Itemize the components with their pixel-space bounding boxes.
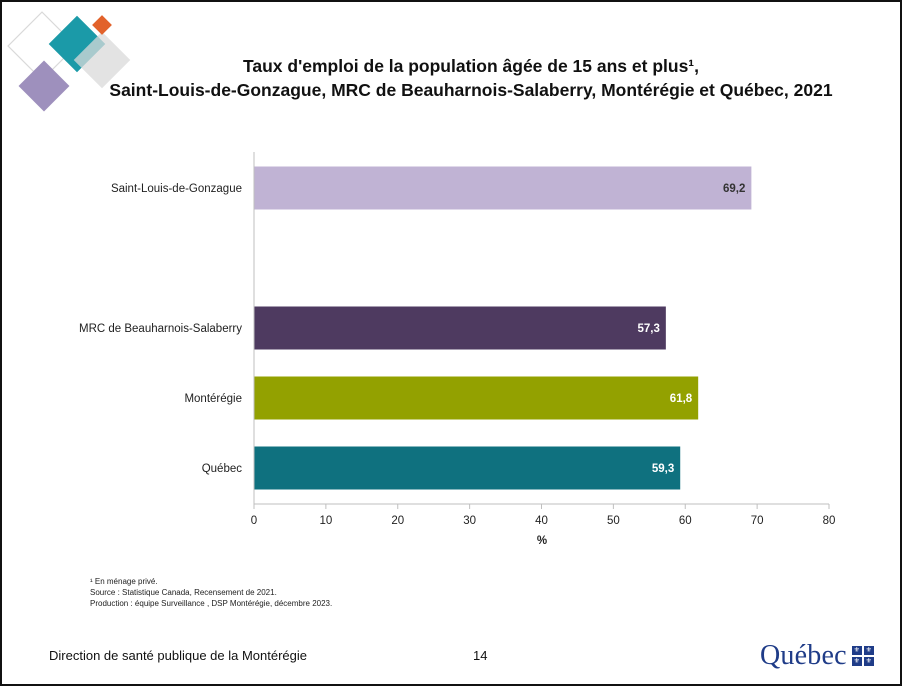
footnote-production: Production : équipe Surveillance , DSP M… (90, 599, 333, 608)
page-number: 14 (473, 648, 488, 663)
chart-title-line2: Saint-Louis-de-Gonzague, MRC de Beauharn… (109, 80, 833, 100)
x-tick-label-5: 50 (607, 515, 620, 527)
x-tick-label-0: 0 (251, 515, 257, 527)
deco-outline-diamond (7, 11, 77, 81)
deco-orange-diamond (92, 15, 112, 35)
value-label-2: 61,8 (670, 393, 693, 405)
value-label-0: 69,2 (723, 183, 745, 195)
x-tick-label-8: 80 (823, 515, 836, 527)
x-tick-label-2: 20 (391, 515, 404, 527)
x-tick-label-6: 60 (679, 515, 692, 527)
bar-chart: Saint-Louis-de-Gonzague 69,2 MRC de Beauha… (79, 152, 836, 547)
category-label-0: Saint-Louis-de-Gonzague (111, 183, 242, 195)
footnote-private-household: ¹ En ménage privé. (90, 577, 158, 586)
fleur-de-lis-flag-icon: ⚜ ⚜ ⚜ ⚜ (851, 646, 874, 666)
x-tick-label-4: 40 (535, 515, 548, 527)
category-label-3: Québec (202, 463, 243, 475)
x-axis-label: % (537, 535, 547, 547)
bar-2 (254, 376, 699, 420)
category-label-2: Montérégie (184, 393, 242, 405)
bar-3 (254, 446, 681, 490)
value-label-3: 59,3 (652, 463, 674, 475)
bar-1 (254, 306, 666, 350)
diamond-squares-decoration (7, 11, 131, 112)
quebec-logo: Québec ⚜ ⚜ ⚜ ⚜ (760, 640, 874, 672)
footnotes: ¹ En ménage privé. Source : Statistique … (90, 576, 332, 609)
chart-title: Taux d'emploi de la population âgée de 1… (62, 54, 880, 102)
x-tick-label-7: 70 (751, 515, 764, 527)
logo-text: Québec (760, 640, 847, 671)
x-tick-label-3: 30 (463, 515, 476, 527)
deco-purple-diamond (18, 60, 70, 112)
value-label-1: 57,3 (637, 323, 659, 335)
bar-0 (254, 166, 752, 210)
deco-grey-diamond (73, 31, 131, 89)
x-tick-label-1: 10 (319, 515, 332, 527)
category-label-1: MRC de Beauharnois-Salaberry (79, 323, 242, 335)
chart-title-line1: Taux d'emploi de la population âgée de 1… (242, 56, 699, 76)
footer-organization: Direction de santé publique de la Montér… (49, 648, 308, 663)
footnote-source: Source : Statistique Canada, Recensement… (90, 588, 277, 597)
